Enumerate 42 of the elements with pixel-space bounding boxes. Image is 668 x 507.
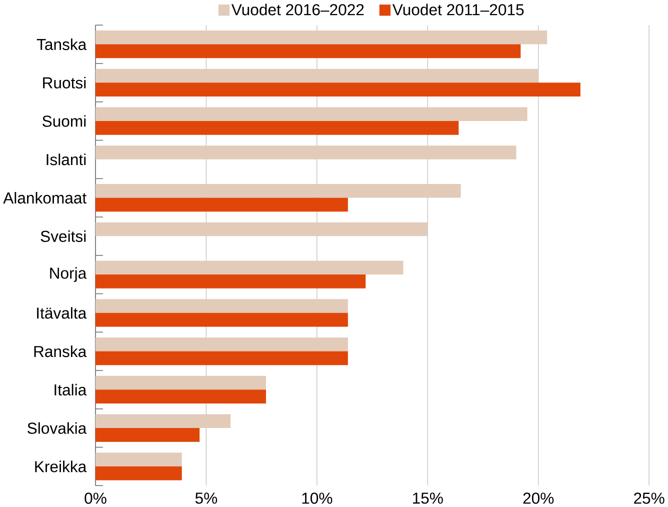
bar [96,222,428,236]
bar [96,68,538,83]
y-tick-label: Itävalta [37,307,87,319]
legend-label: Vuodet 2011–2015 [392,4,524,16]
bar [96,376,266,390]
bar [96,107,528,122]
x-tick-label: 25% [634,492,664,504]
y-tick-label: Suomi [42,115,86,127]
bar [96,146,516,160]
y-tick-label: Kreikka [35,460,87,472]
bar [96,390,266,404]
bar [96,184,461,198]
bar [96,312,348,327]
y-tick-label: Sveitsi [40,230,86,242]
y-tick-label: Ruotsi [43,76,86,88]
bar [96,260,404,275]
bar [96,82,580,96]
x-tick-label: 10% [302,492,332,504]
y-tick-label: Tanska [36,38,87,50]
x-tick-label: 0% [84,492,106,504]
bar [96,299,348,313]
bar [96,452,182,466]
y-tick-label: Norja [50,267,87,282]
bar [96,428,200,442]
y-tick-label: Alankomaat [3,192,86,204]
bar [96,414,231,428]
bar [96,121,459,135]
bar [96,30,548,44]
y-tick-label: Islanti [46,154,86,166]
bar [96,466,182,480]
bar [96,274,366,288]
x-tick-label: 5% [195,492,218,504]
y-tick-label: Slovakia [28,422,87,434]
x-tick-label: 15% [413,492,443,504]
y-tick-label: Ranska [34,346,87,358]
bar [96,351,348,366]
bar [96,338,348,352]
x-tick-label: 20% [523,492,554,504]
bar [96,198,348,212]
legend-label: Vuodet 2016–2022 [231,4,364,16]
bar [96,44,521,58]
y-tick-label: Italia [54,384,87,396]
